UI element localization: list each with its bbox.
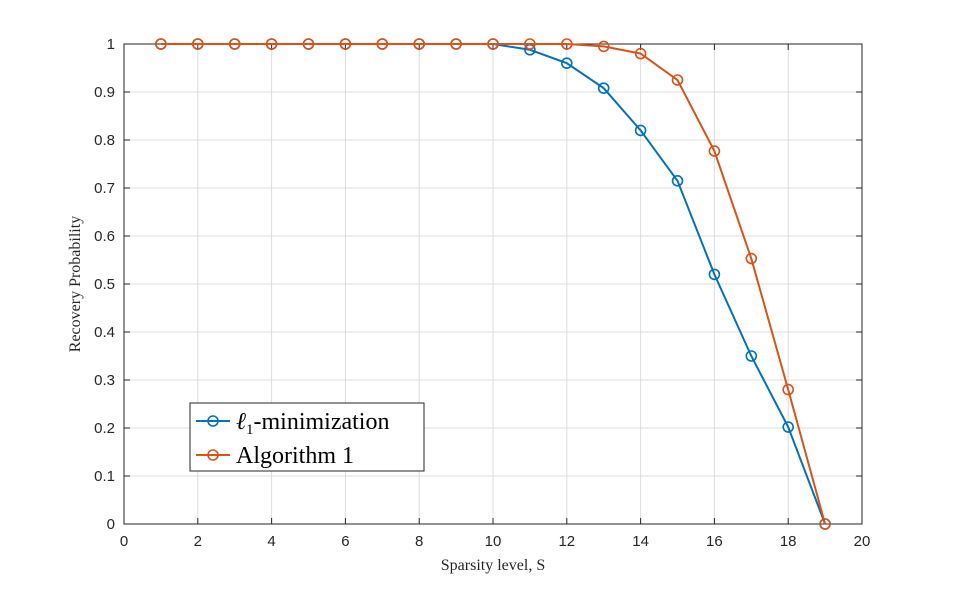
data-point [560, 57, 573, 70]
data-point [708, 268, 721, 281]
y-tick-label: 0.3 [94, 372, 115, 389]
data-point [302, 38, 315, 50]
legend-marker [207, 415, 219, 427]
data-point [708, 145, 721, 157]
y-tick-label: 0.1 [94, 468, 115, 485]
data-point [782, 383, 795, 396]
y-tick-label: 0.7 [94, 180, 115, 197]
data-point [745, 350, 758, 362]
x-tick-label: 18 [780, 533, 797, 550]
x-tick-label: 0 [120, 533, 128, 550]
data-point [524, 38, 536, 50]
data-point [487, 38, 499, 50]
data-point [450, 38, 462, 50]
data-point [634, 47, 647, 60]
data-point [671, 74, 684, 86]
data-point [819, 518, 831, 530]
series-2 [155, 38, 831, 530]
y-tick-label: 0.5 [94, 276, 115, 293]
data-point [745, 252, 758, 265]
data-point [597, 40, 610, 53]
x-tick-label: 12 [558, 533, 575, 550]
data-point [634, 124, 647, 137]
x-tick-label: 6 [341, 533, 349, 550]
data-point [265, 38, 278, 50]
legend-label: ℓ1-minimization [236, 409, 389, 438]
y-tick-label: 0.4 [94, 324, 115, 341]
data-point [339, 38, 352, 50]
data-point [560, 38, 573, 50]
legend-item-2: Algorithm 1 [196, 443, 354, 469]
data-point [782, 421, 795, 433]
data-point [413, 38, 426, 50]
x-tick-label: 16 [706, 533, 723, 550]
legend: ℓ1-minimization Algorithm 1 [189, 402, 425, 472]
data-point [597, 82, 610, 94]
x-tick-label: 8 [415, 533, 423, 550]
legend-marker [207, 449, 219, 461]
x-tick-label: 20 [854, 533, 871, 550]
axis-ticks: 0 2 4 6 8 10 12 14 16 18 20 0 0.1 0.2 0.3 0.4 0.5 0.6 0.7 0… [94, 36, 870, 550]
series-group [155, 38, 831, 530]
y-axis-title: Recovery Probability [67, 216, 84, 352]
data-point [376, 38, 389, 50]
y-tick-label: 0.8 [94, 132, 115, 149]
data-point [155, 38, 167, 50]
y-tick-label: 0.2 [94, 420, 115, 437]
x-tick-label: 2 [194, 533, 202, 550]
series-line [160, 43, 827, 525]
x-axis-title: Sparsity level, S [441, 557, 545, 574]
x-tick-label: 10 [485, 533, 502, 550]
legend-label: Algorithm 1 [236, 443, 354, 469]
y-tick-label: 0 [107, 516, 115, 533]
y-tick-label: 0.9 [94, 84, 115, 101]
x-tick-label: 14 [632, 533, 649, 550]
y-tick-label: 1 [107, 36, 115, 53]
legend-item-1: ℓ1-minimization [196, 409, 389, 438]
data-point [671, 175, 684, 187]
x-tick-label: 4 [267, 533, 275, 550]
data-point [192, 38, 204, 50]
data-point [228, 38, 241, 50]
y-tick-label: 0.6 [94, 228, 115, 245]
legend-box [189, 402, 425, 472]
